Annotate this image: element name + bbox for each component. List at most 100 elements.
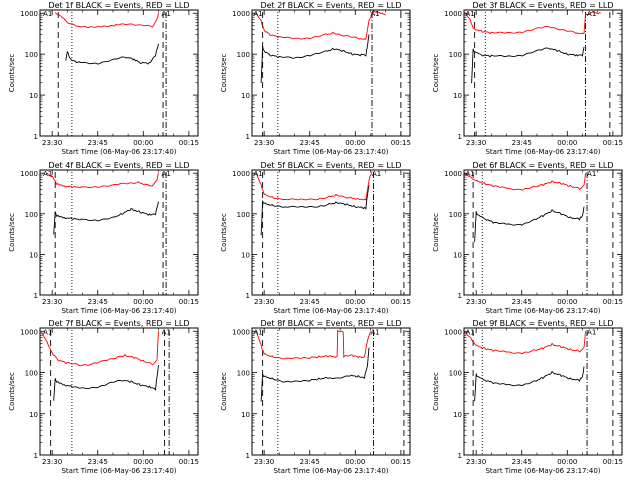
x-tick-label: 00:15 [391,458,411,466]
y-axis-label: Counts/sec [220,54,228,93]
y-axis-label: Counts/sec [432,213,440,252]
x-tick-label: 00:15 [391,139,411,147]
x-axis-label: Start Time (06-May-06 23:17:40) [485,148,600,156]
x-axis-label: Start Time (06-May-06 23:17:40) [61,307,176,315]
y-axis-label: Counts/sec [220,213,228,252]
events-series-line [260,347,370,402]
y-axis-label: Counts/sec [8,213,16,252]
attenuator-marker: A1 [466,328,475,336]
y-tick-label: 10 [29,251,38,259]
x-tick-label: 00:00 [345,139,365,147]
panel-title: Det 2f BLACK = Events, RED = LLD [260,1,401,10]
y-tick-label: 1000 [232,328,250,336]
events-series-line [260,185,370,236]
x-tick-label: 00:00 [557,458,577,466]
y-tick-label: 10 [241,92,250,100]
y-axis-label: Counts/sec [8,54,16,93]
y-axis-label: Counts/sec [432,372,440,411]
y-tick-label: 100 [25,211,38,219]
y-tick-label: 10 [241,251,250,259]
y-tick-label: 1 [34,133,38,141]
x-tick-label: 23:45 [512,298,532,306]
x-tick-label: 00:15 [391,298,411,306]
lld-series-line [256,10,386,40]
y-tick-label: 1 [458,452,462,460]
y-tick-label: 1 [246,133,250,141]
attenuator-marker: A1 [587,170,596,178]
attenuator-marker: A1 [43,10,52,18]
plot-frame [39,327,199,456]
y-tick-label: 1 [34,452,38,460]
y-tick-label: 100 [449,51,462,59]
x-axis-label: Start Time (06-May-06 23:17:40) [273,148,388,156]
x-tick-label: 23:45 [512,458,532,466]
y-tick-label: 100 [237,370,250,378]
x-tick-label: 00:00 [345,298,365,306]
attenuator-marker: A1 [254,170,263,178]
y-tick-label: 10 [29,92,38,100]
panel-title: Det 1f BLACK = Events, RED = LLD [48,1,189,10]
x-tick-label: 23:30 [42,298,62,306]
lld-series-line [256,171,373,201]
events-series-line [53,201,159,235]
y-tick-label: 1 [246,452,250,460]
y-tick-label: 1000 [232,170,250,178]
y-tick-label: 1 [246,292,250,300]
y-tick-label: 10 [453,92,462,100]
x-tick-label: 23:45 [300,458,320,466]
x-tick-label: 00:00 [133,298,153,306]
y-tick-label: 1000 [444,328,462,336]
panel-title: Det 4f BLACK = Events, RED = LLD [48,161,189,170]
x-tick-label: 00:15 [603,139,623,147]
x-tick-label: 23:30 [42,139,62,147]
y-tick-label: 1 [34,292,38,300]
y-axis-label: Counts/sec [432,54,440,93]
y-tick-label: 1000 [232,10,250,18]
x-tick-label: 23:30 [42,458,62,466]
y-tick-label: 10 [453,411,462,419]
x-tick-label: 00:00 [557,139,577,147]
plot-frame [463,327,623,456]
attenuator-marker: A1 [43,170,52,178]
y-tick-label: 1000 [20,10,38,18]
x-axis-label: Start Time (06-May-06 23:17:40) [485,467,600,475]
events-series-line [65,43,159,65]
y-tick-label: 1000 [444,10,462,18]
x-axis-label: Start Time (06-May-06 23:17:40) [273,467,388,475]
plot-frame [251,9,411,137]
lld-series-line [464,173,586,191]
attenuator-marker: A1 [254,10,263,18]
events-series-line [474,366,585,402]
x-tick-label: 00:00 [133,139,153,147]
lld-series-line [54,12,159,28]
plot-frame [39,169,199,296]
x-tick-label: 23:30 [466,139,486,147]
x-tick-label: 00:00 [557,298,577,306]
x-axis-label: Start Time (06-May-06 23:17:40) [273,307,388,315]
plot-frame [463,9,623,137]
events-series-line [471,46,585,84]
x-tick-label: 23:30 [466,298,486,306]
x-tick-label: 00:15 [179,458,199,466]
panel-title: Det 8f BLACK = Events, RED = LLD [260,319,401,328]
lld-series-line [45,172,159,189]
plot-frame [39,9,199,137]
y-tick-label: 1000 [20,170,38,178]
y-tick-label: 1 [458,292,462,300]
x-tick-label: 23:45 [88,298,108,306]
attenuator-marker: A1 [466,10,475,18]
x-tick-label: 23:45 [88,139,108,147]
x-tick-label: 00:00 [345,458,365,466]
plot-frame [463,169,623,296]
y-tick-label: 100 [237,211,250,219]
x-axis-label: Start Time (06-May-06 23:17:40) [61,148,176,156]
x-tick-label: 23:30 [466,458,486,466]
panel-title: Det 9f BLACK = Events, RED = LLD [472,319,613,328]
panel-title: Det 5f BLACK = Events, RED = LLD [260,161,401,170]
panel-title: Det 3f BLACK = Events, RED = LLD [472,1,613,10]
